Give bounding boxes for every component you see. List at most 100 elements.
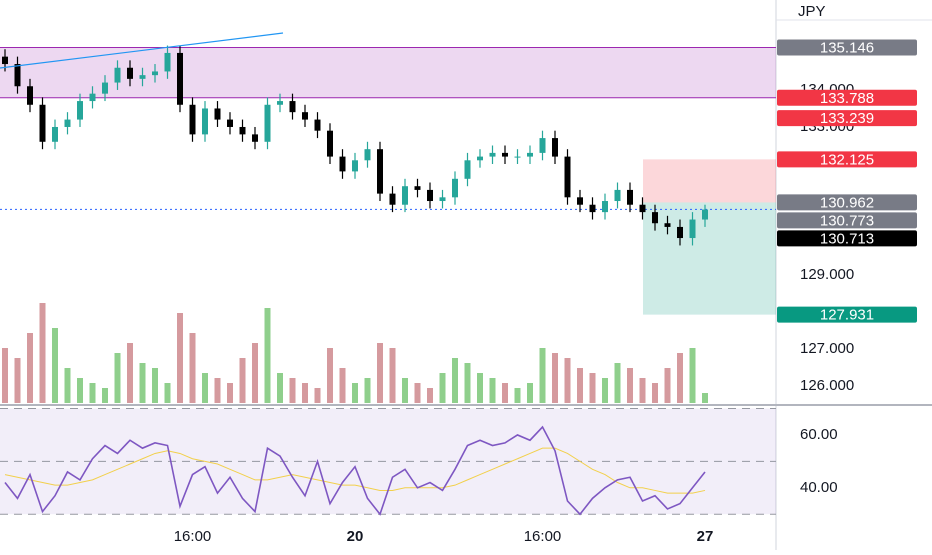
- candle-body: [2, 56, 8, 65]
- candle-body: [614, 189, 621, 202]
- y-tick-label: 127.000: [800, 340, 854, 357]
- volume-bar: [389, 348, 396, 403]
- candle-body: [514, 156, 521, 158]
- candle-body: [577, 197, 583, 205]
- volume-bar: [377, 343, 383, 403]
- volume-bar: [164, 383, 171, 403]
- candle-body: [402, 186, 408, 205]
- candle-body: [427, 189, 433, 202]
- candle-body: [302, 112, 308, 120]
- price-tag-label: 133.788: [820, 90, 874, 107]
- volume-bar: [589, 373, 596, 403]
- candle-body: [639, 204, 646, 213]
- price-tag: 133.788: [777, 90, 917, 107]
- price-tag: 133.239: [777, 110, 917, 127]
- candle-body: [27, 86, 33, 105]
- candle-body: [477, 156, 483, 161]
- price-tag-bg: [777, 110, 917, 127]
- candle-body: [127, 67, 133, 79]
- candle-body: [52, 126, 58, 142]
- price-tag-label: 130.713: [820, 230, 874, 247]
- volume-bar: [364, 378, 371, 403]
- y-tick-label: 129.000: [800, 266, 854, 283]
- price-tag: 135.146: [777, 40, 917, 57]
- price-tag-label: 130.962: [820, 194, 874, 211]
- volume-bar: [664, 368, 671, 403]
- volume-bar: [689, 348, 696, 403]
- volume-bar: [277, 373, 283, 403]
- candle-body: [214, 108, 221, 120]
- volume-bar: [677, 353, 683, 403]
- plot: [0, 45, 776, 516]
- price-tag-label: 130.773: [820, 212, 874, 229]
- price-tag-bg: [777, 194, 917, 211]
- volume-bar: [302, 383, 308, 403]
- candle-body: [14, 64, 21, 87]
- candle-body: [489, 152, 496, 157]
- stop-box: [643, 159, 776, 203]
- candle-body: [377, 149, 383, 194]
- rsi-line: [4, 425, 706, 516]
- volume-bar: [152, 368, 158, 403]
- price-tag-bg: [777, 39, 917, 56]
- volume-bar: [477, 373, 483, 403]
- volume-bar: [214, 378, 221, 403]
- volume-bar: [52, 328, 58, 403]
- candle-body: [439, 197, 446, 202]
- candle-body: [677, 226, 683, 239]
- candle-body: [352, 160, 358, 172]
- price-tag: 127.931: [777, 307, 917, 324]
- candle-body: [414, 186, 421, 190]
- volume-bar: [602, 378, 608, 403]
- volume-bar: [89, 383, 96, 403]
- x-tick-label: 20: [347, 528, 364, 545]
- price-tag-label: 127.931: [820, 307, 874, 324]
- volume-bar: [489, 378, 496, 403]
- x-tick-label: 27: [697, 528, 714, 545]
- volume-bar: [577, 368, 583, 403]
- candle-body: [152, 71, 158, 76]
- candle-body: [227, 119, 233, 127]
- volume-bar: [139, 363, 146, 403]
- volume-bar: [427, 388, 433, 403]
- candle-body: [339, 156, 346, 172]
- candle-body: [252, 134, 258, 142]
- volume-bar: [352, 383, 358, 403]
- candle-body: [627, 189, 633, 205]
- volume-bar: [39, 303, 46, 403]
- volume-bar: [564, 358, 571, 403]
- candle-body: [502, 152, 508, 157]
- price-tag-bg: [777, 306, 917, 323]
- volume-bar: [189, 333, 196, 403]
- volume-bar: [127, 343, 133, 403]
- candle-body: [114, 67, 121, 83]
- candle-body: [177, 52, 183, 105]
- volume-bar: [77, 378, 83, 403]
- rsi-ma-line: [4, 447, 706, 494]
- candle-body: [564, 156, 571, 198]
- price-tag-label: 135.146: [820, 40, 874, 57]
- volume-bar: [239, 358, 246, 403]
- volume-bar: [439, 373, 446, 403]
- volume-bar: [289, 378, 296, 403]
- x-tick-label: 16:00: [174, 528, 212, 545]
- candle-body: [689, 219, 696, 239]
- rsi-tick-label: 60.00: [800, 426, 838, 443]
- volume-bar: [27, 333, 33, 403]
- price-tag: 132.125: [777, 151, 917, 168]
- volume-bar: [64, 368, 71, 403]
- candle-body: [189, 104, 196, 135]
- candle-body: [39, 104, 46, 142]
- volume-bar: [539, 348, 546, 403]
- candle-body: [64, 119, 71, 127]
- candle-body: [89, 93, 96, 102]
- target-box: [643, 202, 776, 315]
- candle-body: [527, 152, 533, 157]
- candle-body: [464, 160, 471, 179]
- candle-body: [552, 138, 558, 157]
- candle-body: [264, 104, 271, 142]
- volume-bar: [102, 388, 108, 403]
- volume-bar: [514, 388, 521, 403]
- volume-bar: [527, 383, 533, 403]
